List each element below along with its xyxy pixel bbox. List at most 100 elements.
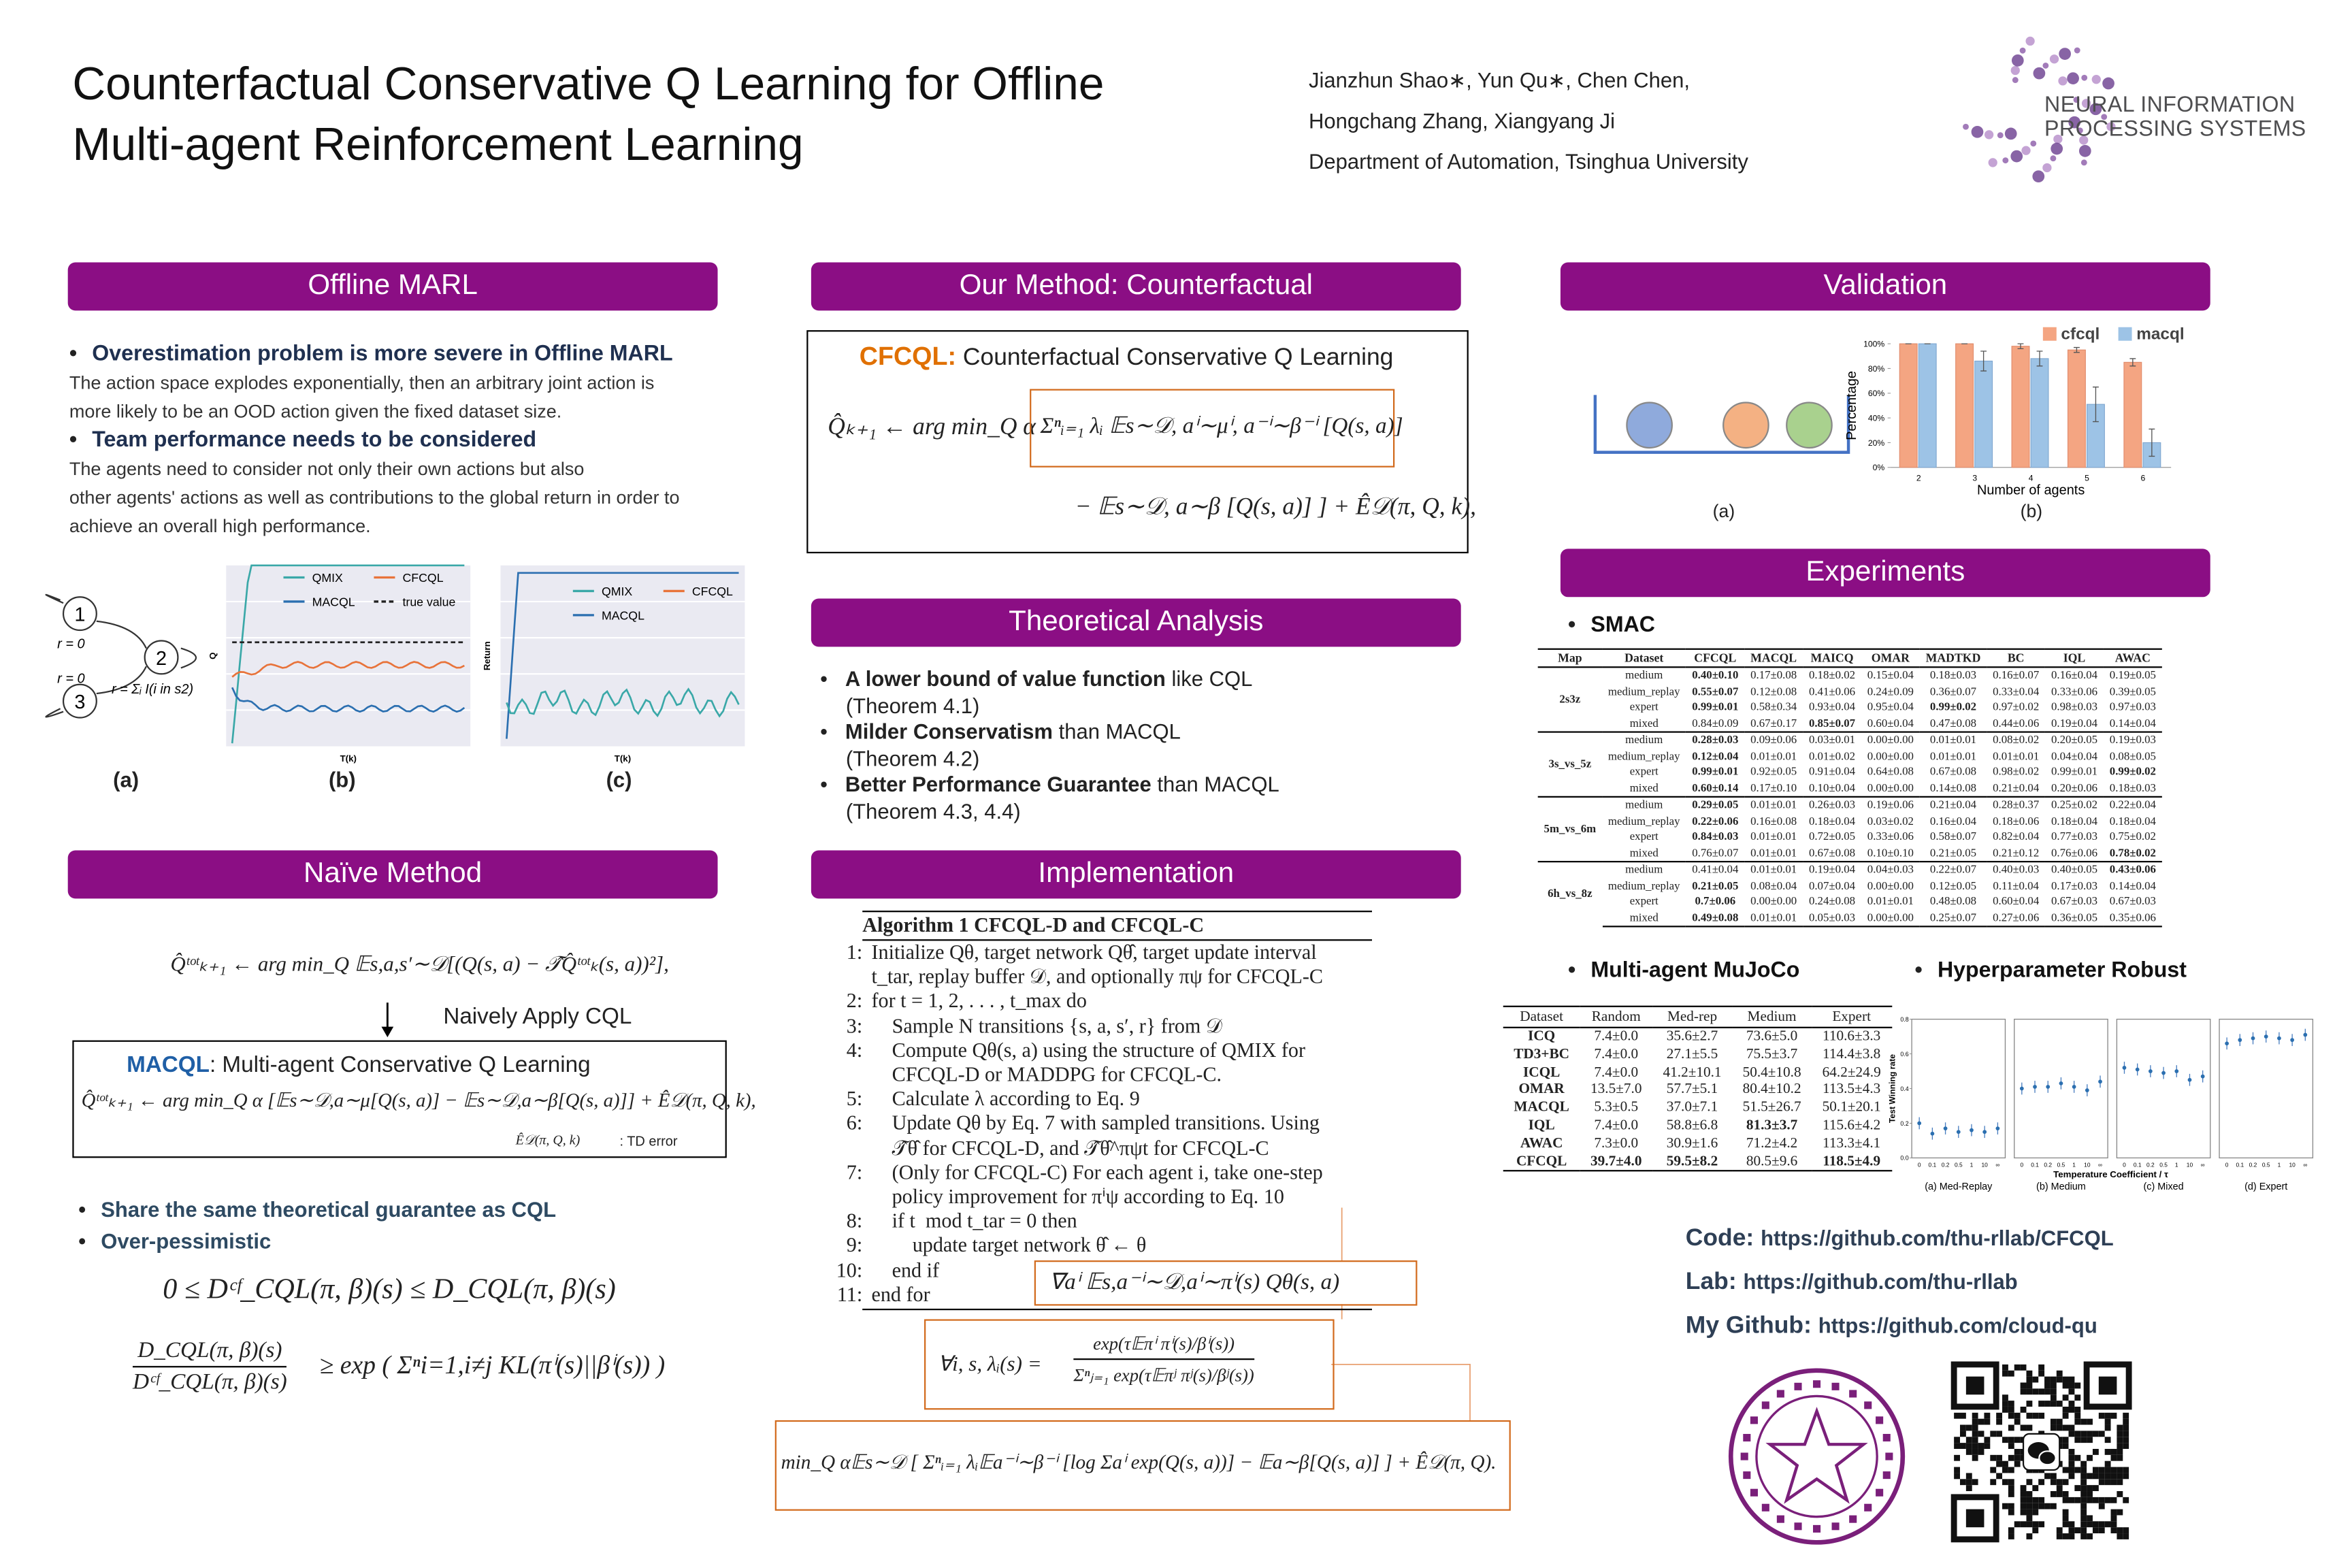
table-row: expert 0.99±0.01 0.92±0.05 0.91±0.04 0.64±0.… xyxy=(1538,764,2162,780)
qr-cell xyxy=(2087,1533,2093,1539)
qr-cell xyxy=(2008,1533,2014,1539)
table-row: mixed 0.84±0.09 0.67±0.17 0.85±0.07 0.60±0.0… xyxy=(1538,715,2162,732)
section-header: Validation xyxy=(1560,262,2210,311)
qr-cell xyxy=(1954,1437,1961,1443)
logo-dot xyxy=(2012,77,2019,84)
seal-glyph xyxy=(1776,1515,1784,1523)
seal-glyph xyxy=(1882,1471,1891,1480)
y-tick-label: 40% xyxy=(1868,414,1885,423)
point xyxy=(2251,1036,2255,1041)
value-cell: 0.67±0.08 xyxy=(1808,845,1856,859)
link-url[interactable]: https://github.com/cloud-qu xyxy=(1818,1313,2097,1338)
dataset-cell: expert xyxy=(1629,699,1659,713)
value-cell: 113.5±4.3 xyxy=(1823,1081,1881,1098)
qr-cell xyxy=(2080,1485,2087,1492)
qr-cell xyxy=(1990,1467,1997,1473)
reward-label: r = Σᵢ I(i in s2) xyxy=(112,682,193,697)
link-url[interactable]: https://github.com/thu-rllab/CFCQL xyxy=(1761,1226,2114,1250)
x-tick-label: 0 xyxy=(1918,1162,1921,1169)
seal-glyph xyxy=(1864,1503,1872,1512)
value-cell: 0.14±0.04 xyxy=(2109,878,2156,892)
qr-cell xyxy=(2020,1491,2027,1497)
value-cell: 0.20±0.06 xyxy=(2051,780,2098,794)
bullet: Overestimation problem is more severe in… xyxy=(69,342,672,366)
curve xyxy=(231,564,465,744)
dataset-cell: expert xyxy=(1629,764,1659,779)
qr-cell xyxy=(2026,1388,2033,1395)
value-cell: 0.67±0.03 xyxy=(2051,894,2098,908)
qr-cell xyxy=(2062,1412,2069,1419)
qr-cell xyxy=(2123,1431,2129,1437)
qr-cell xyxy=(1960,1412,1966,1419)
qr-cell xyxy=(2098,1521,2105,1528)
qr-cell xyxy=(2110,1521,2117,1528)
seal-glyph xyxy=(1876,1488,1884,1497)
value-cell: 35.6±2.7 xyxy=(1666,1028,1718,1045)
text: than MACQL xyxy=(1058,719,1181,744)
qr-cell xyxy=(2068,1448,2075,1455)
qr-cell xyxy=(2104,1521,2111,1528)
qr-cell xyxy=(2074,1406,2081,1413)
logo-dot xyxy=(2042,163,2052,173)
table-row: mixed 0.60±0.14 0.17±0.10 0.10±0.04 0.00±0.0… xyxy=(1538,780,2162,796)
qr-cell xyxy=(2080,1509,2087,1516)
td-symbol: Ê𝒟(π, Q, k) xyxy=(515,1132,581,1147)
algo-title-text: Algorithm 1 CFCQL-D and CFCQL-C xyxy=(862,913,1205,936)
theory-item: • Better Performance Guarantee than MACQ… xyxy=(820,772,1279,796)
qr-cell xyxy=(2110,1515,2117,1522)
qr-cell xyxy=(2098,1527,2105,1534)
qr-cell xyxy=(2014,1418,2021,1425)
link-url[interactable]: https://github.com/thu-rllab xyxy=(1743,1269,2018,1294)
qr-cell xyxy=(2020,1509,2027,1516)
value-cell: 0.41±0.04 xyxy=(1686,860,1745,879)
qr-cell xyxy=(2098,1503,2105,1509)
qr-cell xyxy=(2087,1431,2093,1437)
value-cell: 0.99±0.01 xyxy=(2051,764,2098,779)
logo-dot xyxy=(2051,142,2063,155)
algo-line-number: 11: xyxy=(836,1282,863,1306)
x-tick-label: 0 xyxy=(2123,1162,2126,1169)
caption: (b) xyxy=(328,767,356,792)
qr-cell xyxy=(2032,1376,2039,1383)
qr-cell xyxy=(2008,1527,2014,1534)
value-cell: 64.2±24.9 xyxy=(1822,1064,1881,1081)
container xyxy=(1593,395,1850,454)
logo-dot xyxy=(2019,47,2026,54)
qr-cell xyxy=(2123,1497,2129,1503)
value-cell: 118.5±4.9 xyxy=(1812,1152,1892,1173)
qr-cell xyxy=(1996,1418,2003,1425)
value-cell: 0.01±0.01 xyxy=(1750,829,1797,843)
seal-glyph xyxy=(1849,1515,1857,1523)
dataset-cell: medium_replay xyxy=(1607,878,1680,892)
algo-line: 9: update target network θ̂ ← θ xyxy=(817,1234,1323,1258)
value-cell: 0.19±0.05 xyxy=(2109,668,2156,682)
equation: ∇aⁱ 𝔼s,a⁻ⁱ∼𝒟,aⁱ∼πⁱ(s) Qθ(s, a) xyxy=(1049,1271,1340,1296)
bar xyxy=(2030,358,2049,468)
node-label: 2 xyxy=(156,648,167,670)
value-cell: 0.75±0.02 xyxy=(2109,829,2156,843)
logo-line: NEURAL INFORMATION xyxy=(2044,93,2296,118)
value-cell: 0.22±0.04 xyxy=(2103,796,2162,814)
qr-cell xyxy=(2008,1370,2014,1377)
qr-cell xyxy=(2038,1401,2045,1407)
seal-glyph xyxy=(1831,1382,1840,1390)
qr-cell xyxy=(2080,1497,2087,1503)
logo-dot xyxy=(2010,150,2023,163)
qr-cell xyxy=(2123,1473,2129,1480)
panel-caption: (d) Expert xyxy=(2244,1181,2287,1192)
qr-cell xyxy=(2074,1418,2081,1425)
qr-cell xyxy=(2032,1521,2039,1528)
seal-glyph xyxy=(1740,1452,1748,1460)
point xyxy=(2161,1071,2166,1075)
node-label: 1 xyxy=(74,604,85,626)
dataset-cell: medium_replay xyxy=(1607,813,1680,828)
value-cell: 0.16±0.04 xyxy=(1929,813,1977,828)
panel xyxy=(2116,1018,2211,1159)
qr-cell xyxy=(2087,1418,2093,1425)
table-row: mixed 0.49±0.08 0.01±0.01 0.05±0.03 0.00±0.0… xyxy=(1538,909,2162,928)
qr-cell xyxy=(1996,1431,2003,1437)
value-cell: 0.19±0.04 xyxy=(1803,860,1861,879)
section-header: Offline MARL xyxy=(67,262,718,311)
seal-glyph xyxy=(1761,1401,1769,1409)
x-tick-label: ∞ xyxy=(2098,1162,2102,1169)
